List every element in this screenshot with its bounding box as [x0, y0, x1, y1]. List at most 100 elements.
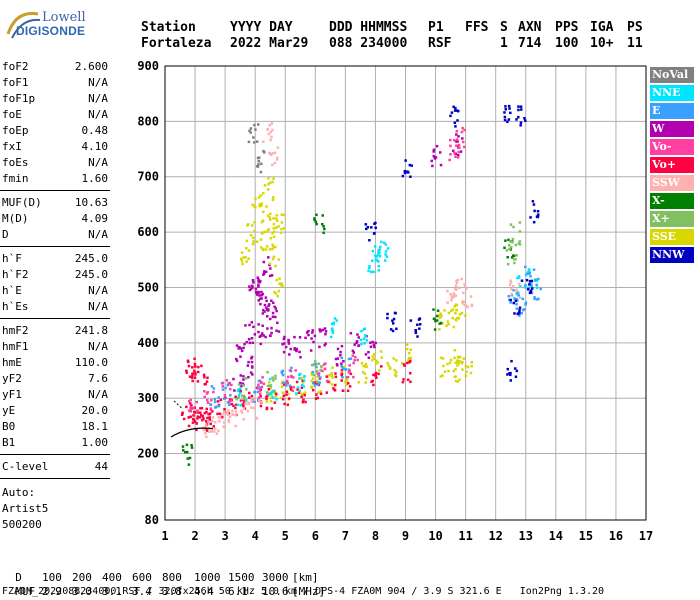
echo-point: [418, 317, 422, 320]
echo-point: [204, 425, 207, 429]
echo-point: [517, 276, 521, 279]
echo-point: [524, 303, 527, 306]
echo-point: [274, 307, 277, 310]
echo-point: [269, 267, 272, 270]
header-label-pps: PPS: [555, 20, 579, 35]
echo-point: [264, 335, 267, 339]
echo-point: [291, 389, 295, 393]
echo-point: [276, 146, 280, 149]
echo-point: [278, 277, 281, 280]
echo-point: [332, 322, 335, 326]
echo-point: [519, 124, 522, 127]
x-tick-label: 12: [488, 529, 502, 543]
auto-line3: 500200: [2, 518, 42, 531]
echo-point: [456, 156, 460, 159]
echo-point: [517, 291, 520, 295]
echo-point: [535, 215, 539, 218]
echo-point: [195, 400, 198, 404]
param-yF1: yF1 N/A: [2, 388, 108, 404]
echo-point: [331, 327, 334, 330]
echo-point: [507, 118, 511, 121]
echo-point: [193, 406, 197, 409]
param-name: yF1: [2, 388, 22, 401]
echo-point: [212, 430, 216, 433]
echo-point: [300, 395, 303, 399]
echo-point: [440, 314, 443, 318]
param-foE: foE N/A: [2, 108, 108, 124]
echo-point: [231, 413, 234, 416]
y-tick-label: 800: [137, 114, 159, 128]
echo-point: [244, 377, 248, 380]
echo-point: [254, 287, 258, 291]
echo-point: [515, 303, 518, 306]
echo-point: [401, 174, 405, 178]
echo-point: [272, 379, 275, 382]
echo-point: [346, 389, 350, 393]
echo-point: [270, 135, 273, 139]
echo-point: [516, 276, 519, 280]
echo-point: [240, 400, 244, 404]
echo-point: [395, 327, 398, 331]
x-tick-label: 7: [342, 529, 349, 543]
echo-point: [307, 330, 310, 333]
echo-point: [328, 374, 331, 377]
echo-point: [257, 396, 261, 399]
echo-point: [357, 336, 361, 339]
echo-point: [380, 356, 383, 359]
echo-point: [317, 391, 320, 394]
echo-point: [187, 364, 191, 368]
echo-point: [340, 344, 344, 348]
echo-point: [271, 389, 275, 393]
auto-line1: Auto:: [2, 486, 36, 499]
echo-point: [461, 300, 464, 303]
echo-point: [227, 418, 230, 422]
echo-point: [200, 406, 204, 410]
echo-point: [209, 430, 213, 433]
echo-point: [222, 410, 226, 414]
echo-point: [201, 418, 204, 422]
echo-point: [268, 181, 272, 184]
echo-point: [461, 291, 465, 295]
echo-point: [367, 350, 370, 354]
param-name: foF1: [2, 76, 29, 89]
echo-point: [277, 289, 281, 293]
echo-point: [240, 411, 244, 414]
header-value-ps: 11: [627, 36, 643, 51]
legend-item: SSW: [650, 175, 694, 191]
header-value-axn: 714: [518, 36, 542, 51]
echo-point: [341, 367, 345, 370]
x-tick-label: 10: [428, 529, 442, 543]
echo-point: [275, 158, 279, 161]
echo-point: [509, 298, 512, 302]
echo-point: [450, 111, 454, 114]
param-name: yF2: [2, 372, 22, 385]
echo-point: [345, 383, 348, 386]
echo-point: [408, 163, 412, 167]
echo-point: [202, 428, 206, 432]
echo-point: [431, 164, 434, 168]
param-value: N/A: [88, 228, 108, 241]
echo-point: [259, 297, 262, 301]
echo-point: [508, 283, 512, 287]
distance-value: 1500: [228, 571, 255, 584]
echo-point: [280, 385, 284, 388]
echo-point: [239, 404, 242, 407]
echo-point: [270, 122, 274, 125]
echo-point: [432, 148, 436, 152]
echo-point: [261, 308, 265, 312]
echo-point: [237, 347, 240, 350]
echo-point: [269, 384, 272, 388]
param-name: hmE: [2, 356, 22, 369]
echo-point: [271, 180, 274, 184]
echo-point: [186, 450, 189, 454]
echo-point: [455, 308, 459, 312]
echo-point: [357, 344, 360, 348]
echo-point: [319, 368, 323, 372]
echo-point: [322, 231, 325, 235]
echo-point: [362, 337, 366, 341]
echo-point: [242, 418, 245, 421]
echo-point: [517, 115, 520, 119]
echo-point: [249, 127, 253, 130]
echo-point: [188, 456, 192, 460]
echo-point: [369, 270, 373, 274]
